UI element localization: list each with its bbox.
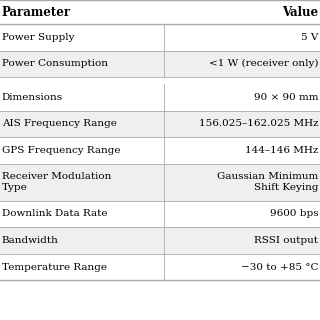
Bar bbox=[0, 227, 320, 254]
Text: AIS Frequency Range: AIS Frequency Range bbox=[2, 119, 117, 129]
Text: 144–146 MHz: 144–146 MHz bbox=[245, 146, 318, 155]
Bar bbox=[0, 111, 320, 137]
Bar bbox=[0, 51, 320, 77]
Text: Power Supply: Power Supply bbox=[2, 33, 74, 42]
Text: 156.025–162.025 MHz: 156.025–162.025 MHz bbox=[198, 119, 318, 129]
Text: Gaussian Minimum
Shift Keying: Gaussian Minimum Shift Keying bbox=[217, 172, 318, 192]
Text: Parameter: Parameter bbox=[2, 5, 71, 19]
Bar bbox=[0, 254, 320, 280]
Bar bbox=[0, 164, 320, 201]
Text: −30 to +85 °C: −30 to +85 °C bbox=[241, 262, 318, 272]
Text: Power Consumption: Power Consumption bbox=[2, 59, 108, 68]
Text: Bandwidth: Bandwidth bbox=[2, 236, 59, 245]
Text: Temperature Range: Temperature Range bbox=[2, 262, 107, 272]
Text: Value: Value bbox=[282, 5, 318, 19]
Text: GPS Frequency Range: GPS Frequency Range bbox=[2, 146, 120, 155]
Text: Dimensions: Dimensions bbox=[2, 93, 63, 102]
Text: 9600 bps: 9600 bps bbox=[269, 209, 318, 219]
Bar bbox=[0, 201, 320, 227]
Bar bbox=[0, 0, 320, 24]
Text: 90 × 90 mm: 90 × 90 mm bbox=[254, 93, 318, 102]
Text: 5 V: 5 V bbox=[301, 33, 318, 42]
Text: Downlink Data Rate: Downlink Data Rate bbox=[2, 209, 107, 219]
Bar bbox=[0, 137, 320, 164]
Bar bbox=[0, 24, 320, 51]
Text: RSSI output: RSSI output bbox=[254, 236, 318, 245]
Text: <1 W (receiver only): <1 W (receiver only) bbox=[209, 59, 318, 68]
Bar bbox=[0, 84, 320, 111]
Text: Receiver Modulation
Type: Receiver Modulation Type bbox=[2, 172, 111, 192]
